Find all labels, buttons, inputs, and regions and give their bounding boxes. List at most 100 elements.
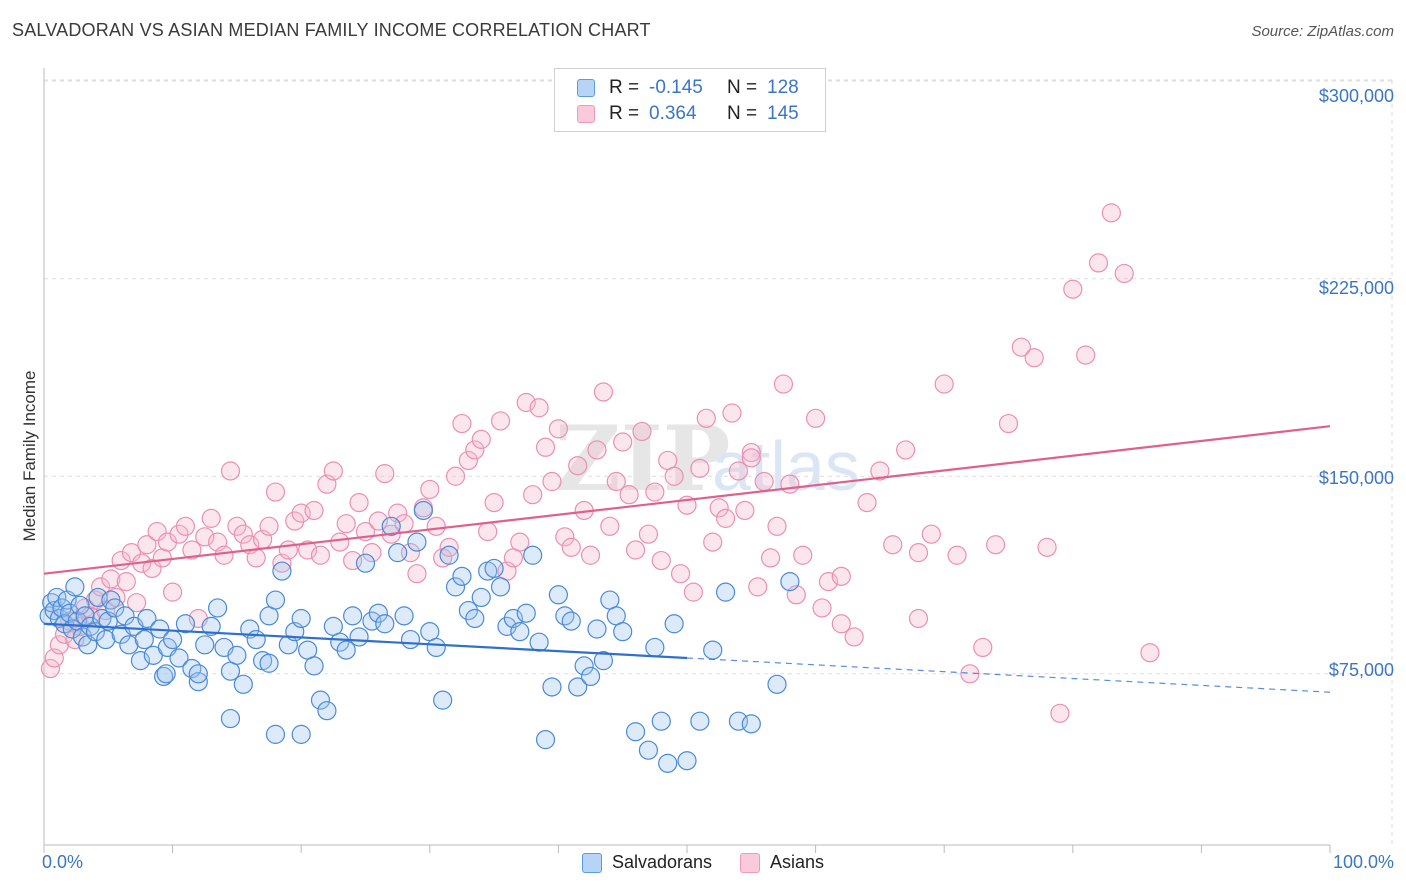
salvadorans-point [677,751,697,771]
asians-point [137,535,157,555]
asians-point [748,577,768,597]
salvadorans-point [291,724,311,744]
asians-point [259,516,279,536]
asians-point [587,440,607,460]
asians-point [1011,337,1031,357]
asians-point [760,548,781,568]
asians-point [407,564,427,584]
asians-point [728,461,749,481]
salvadorans-point [195,635,215,655]
salvadorans-point [96,629,116,650]
stats-legend: R = -0.145 N = 128 R = 0.364 N = 145 [554,68,826,132]
r-value: 0.364 [649,103,697,124]
salvadorans-point [137,608,157,629]
salvadorans-point [638,740,659,760]
salvadorans-point [452,566,472,586]
salvadorans-point [336,640,356,660]
asians-point [580,545,601,565]
asians-point [368,511,388,531]
salvadorans-point [651,711,671,731]
asians-point [1088,253,1109,273]
asians-point [619,485,639,505]
r-value: -0.145 [649,77,703,98]
salvadorans-point [310,690,331,710]
asians-point [831,566,851,586]
asians-point [49,635,70,655]
asians-point [793,545,813,565]
asians-point [214,545,234,565]
asians-point [516,392,536,413]
asians-point [1101,203,1121,223]
asians-points [40,203,1160,723]
salvadorans-point [330,632,350,652]
asians-point [908,543,929,563]
salvadorans-point [169,648,189,668]
asians-point [349,492,369,513]
asians-point [664,466,684,486]
salvadorans-point [291,608,311,629]
asians-point [101,569,121,589]
legend-item-salvadorans[interactable]: Salvadorans [581,852,712,873]
asians-point [285,511,305,531]
asians-point [310,545,331,565]
asians-point [812,598,832,618]
asians-point [805,408,826,428]
asians-point [670,564,691,584]
salvadorans-point [259,653,279,673]
asians-point [1037,537,1057,557]
salvadorans-point [375,614,395,634]
asians-point [1114,263,1134,284]
asians-point [523,485,543,505]
salvadorans-point [664,614,684,634]
series-legend: Salvadorans Asians [0,852,1406,873]
asians-point [182,540,202,560]
salvadorans-point [484,558,504,579]
salvadorans-point [703,640,723,660]
asians-point [703,532,723,552]
salvadorans-point [227,645,247,665]
asians-point [600,516,620,536]
asians-point [561,537,581,557]
asians-point [458,450,478,471]
asians-point [555,527,575,547]
salvadorans-point [272,561,292,581]
asians-point [362,543,382,563]
legend-item-asians[interactable]: Asians [740,852,824,873]
source-label: Source: ZipAtlas.com [1251,23,1394,40]
salvadorans-point [715,582,736,602]
salvadorans-point [105,598,125,618]
salvadorans-point [134,629,154,650]
asians-point [606,471,626,492]
asians-point [960,664,980,684]
salvadorans-point [65,577,85,597]
salvadorans-point [156,664,176,684]
asians-point [896,440,916,460]
asians-point [169,524,189,544]
asians-point [246,548,266,568]
trend-lines [43,425,1331,693]
salvadorans-point [535,730,556,750]
asians-point [40,658,61,679]
asians-point [426,516,446,536]
asians-point [478,521,498,542]
asians-point [690,458,710,478]
asians-point [116,572,136,592]
asians-point [870,461,890,481]
salvadorans-point [220,708,241,729]
salvadorans-point [201,616,221,636]
salvadorans-point [568,677,588,697]
y-tick-label: $225,000 [1318,278,1394,298]
salvadorans-point [246,629,266,650]
n-value: 128 [767,77,799,98]
asians-point [1024,348,1044,368]
asians-point [484,492,504,513]
asians-point [445,466,466,486]
asians-point [998,413,1019,434]
asians-point [298,540,318,560]
asians-point [548,419,569,439]
asians-point [722,403,742,423]
asians-point [535,437,556,457]
salvadorans-point [548,585,569,605]
salvadorans-point [208,598,228,618]
